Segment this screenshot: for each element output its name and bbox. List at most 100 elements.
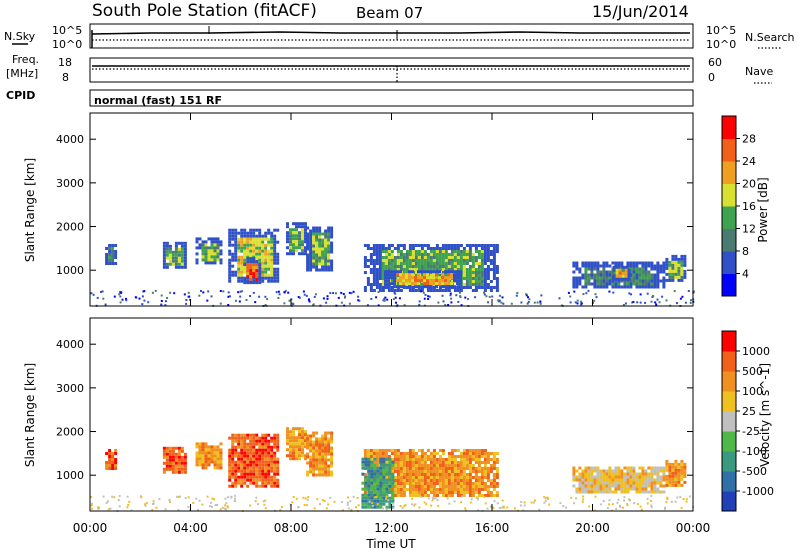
echo-cell	[321, 262, 325, 266]
echo-cell	[453, 488, 457, 491]
echo-cell	[465, 464, 469, 467]
echo-cell	[201, 451, 205, 455]
echo-cell	[432, 482, 436, 485]
echo-cell	[495, 461, 499, 464]
echo-cell	[405, 461, 409, 464]
echo-cell	[330, 449, 334, 453]
echo-cell	[376, 475, 380, 479]
echo-cell	[492, 476, 496, 479]
echo-cell	[237, 270, 241, 274]
echo-cell	[231, 433, 235, 437]
echo-cell	[629, 487, 633, 491]
echo-cell	[465, 467, 469, 470]
echo-cell	[246, 246, 250, 250]
echo-cell	[372, 247, 376, 250]
echo-cell	[647, 466, 651, 470]
echo-cell	[632, 273, 636, 277]
echo-cell	[301, 445, 304, 449]
echo-cell	[231, 448, 235, 452]
echo-cell	[249, 460, 253, 464]
nsky-trace	[91, 31, 690, 35]
echo-cell	[324, 241, 328, 245]
echo-cell	[361, 457, 365, 461]
echo-cell	[276, 258, 280, 262]
echo-cell	[378, 286, 382, 289]
echo-cell	[234, 246, 238, 250]
echo-cell	[575, 282, 579, 286]
echo-cell	[438, 461, 442, 464]
echo-cell	[246, 257, 250, 261]
scatter-cell	[349, 500, 352, 503]
echo-cell	[378, 271, 382, 274]
echo-cell	[318, 473, 322, 477]
echo-cell	[261, 261, 265, 265]
echo-cell	[405, 470, 409, 473]
echo-cell	[292, 430, 295, 434]
echo-cell	[198, 457, 202, 461]
echo-cell	[411, 452, 415, 455]
echo-cell	[321, 440, 325, 444]
scatter-cell	[476, 498, 479, 501]
echo-cell	[396, 470, 400, 473]
echo-cell	[680, 257, 684, 261]
echo-cell	[462, 473, 466, 476]
echo-cell	[435, 458, 439, 461]
echo-cell	[246, 472, 250, 476]
echo-cell	[644, 273, 648, 277]
echo-cell	[420, 470, 424, 473]
echo-cell	[468, 482, 472, 485]
scatter-cell	[411, 497, 414, 500]
echo-cell	[438, 458, 442, 461]
echo-cell	[465, 268, 469, 271]
echo-cell	[459, 464, 463, 467]
echo-cell	[385, 463, 389, 467]
echo-cell	[216, 252, 220, 256]
echo-cell	[408, 485, 412, 488]
echo-cell	[438, 268, 442, 271]
echo-cell	[324, 467, 328, 471]
echo-cell	[447, 259, 451, 262]
echo-cell	[453, 467, 457, 470]
echo-cell	[593, 490, 597, 494]
echo-cell	[459, 270, 462, 274]
echo-cell	[261, 439, 265, 443]
echo-cell	[370, 472, 374, 476]
echo-cell	[441, 464, 445, 467]
echo-cell	[402, 452, 406, 455]
echo-cell	[216, 240, 220, 244]
scatter-cell	[626, 504, 629, 507]
echo-cell	[318, 452, 322, 456]
echo-cell	[432, 494, 436, 497]
echo-cell	[369, 253, 373, 256]
echo-cell	[495, 247, 499, 250]
scatter-cell	[213, 498, 215, 501]
echo-cell	[480, 455, 484, 458]
echo-cell	[210, 460, 214, 464]
scatter-cell	[109, 507, 112, 510]
echo-cell	[286, 436, 289, 440]
echo-cell	[414, 265, 418, 268]
echo-cell	[312, 452, 316, 456]
nsky-right-tick-top: 10^5	[706, 24, 736, 37]
echo-cell	[572, 469, 576, 473]
echo-cell	[408, 244, 412, 247]
scatter-cell	[423, 501, 426, 504]
echo-cell	[402, 271, 406, 274]
echo-cell	[243, 237, 247, 241]
echo-cell	[411, 491, 415, 494]
scatter-cell	[125, 299, 128, 302]
echo-cell	[435, 265, 439, 268]
echo-cell	[315, 253, 319, 257]
echo-cell	[665, 465, 669, 469]
echo-cell	[608, 469, 612, 473]
echo-cell	[286, 240, 289, 244]
scatter-cell	[177, 495, 180, 498]
echo-cell	[384, 268, 388, 271]
echo-cell	[396, 262, 400, 265]
echo-cell	[321, 467, 325, 471]
echo-cell	[258, 234, 262, 238]
echo-cell	[390, 452, 394, 455]
scatter-cell	[437, 504, 440, 507]
echo-cell	[390, 244, 394, 247]
echo-cell	[474, 256, 478, 259]
